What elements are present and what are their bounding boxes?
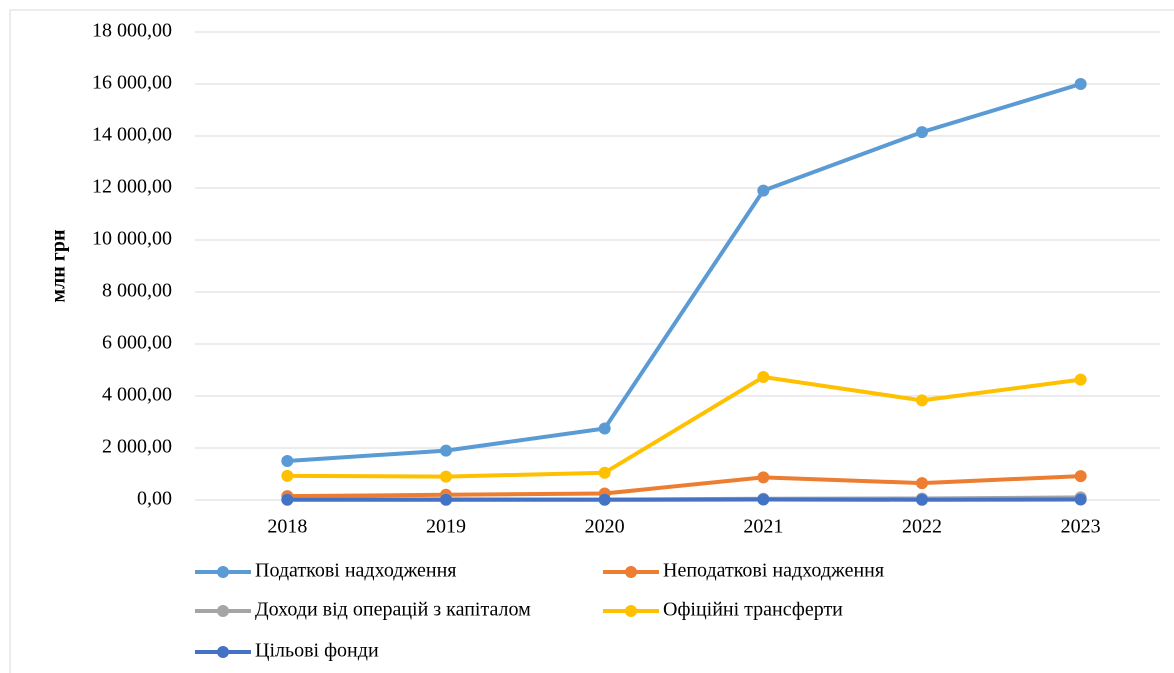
x-tick-label: 2019 [426,516,466,538]
legend-label: Неподаткові надходження [663,560,884,582]
y-tick-label: 6 000,00 [102,332,172,354]
legend-marker [625,566,637,578]
data-point [1074,78,1087,90]
data-point [440,470,452,483]
data-point [1074,493,1087,506]
data-point [757,184,770,197]
x-tick-label: 2018 [267,516,307,538]
data-point [281,469,294,482]
legend-marker [217,646,229,658]
data-point [440,493,452,506]
data-point [598,466,611,479]
data-point [281,455,294,467]
legend-label: Цільові фонди [255,640,379,662]
legend-label: Доходи від операцій з капіталом [255,599,531,621]
y-tick-label: 12 000,00 [92,176,172,198]
y-tick-label: 18 000,00 [92,20,172,42]
data-point [916,126,928,139]
data-point [1074,470,1087,483]
data-point [440,444,452,457]
legend-label: Офіційні трансферти [663,599,843,621]
legend-marker [217,605,229,617]
data-point [916,394,928,407]
x-tick-label: 2021 [743,516,783,538]
data-point [916,493,928,506]
series-line [287,474,1081,499]
x-tick-label: 2020 [585,516,625,538]
x-tick-label: 2023 [1061,516,1101,538]
data-point [757,471,770,484]
series-line [287,375,1081,479]
legend-label: Податкові надходження [255,560,456,582]
y-tick-label: 8 000,00 [102,280,172,302]
y-tick-label: 14 000,00 [92,124,172,146]
y-tick-label: 0,00 [137,488,172,510]
series-line [287,82,1082,463]
data-point [916,477,928,490]
y-axis-label: млн грн [48,229,70,302]
data-point [598,422,611,435]
y-tick-label: 10 000,00 [92,228,172,250]
y-tick-label: 4 000,00 [102,384,172,406]
legend-marker [217,566,229,578]
x-tick-label: 2022 [902,516,942,538]
data-point [598,493,611,506]
data-point [757,493,770,506]
data-point [281,493,294,506]
data-point [1074,373,1087,386]
y-tick-label: 16 000,00 [92,72,172,94]
legend-marker [625,605,637,617]
data-point [757,371,770,384]
chart-frame [9,9,1174,673]
y-tick-label: 2 000,00 [102,436,172,458]
